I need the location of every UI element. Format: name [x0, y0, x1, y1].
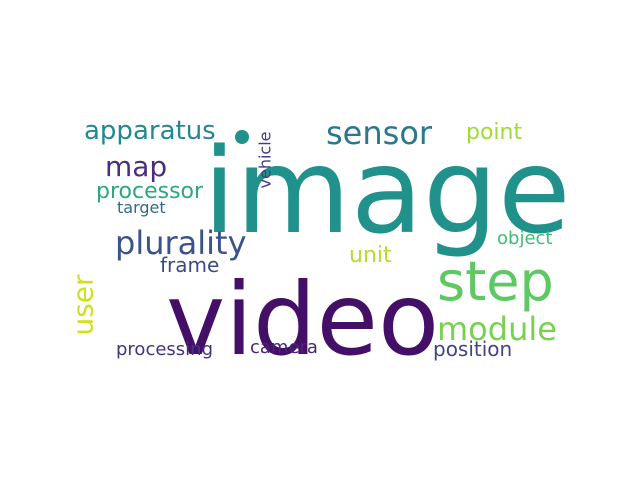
word-processing: processing: [116, 341, 213, 359]
word-sensor: sensor: [326, 117, 432, 149]
dot-mark: [235, 130, 249, 144]
word-step: step: [437, 255, 554, 309]
word-object: object: [497, 230, 552, 248]
word-position: position: [433, 339, 512, 359]
word-point: point: [466, 122, 522, 144]
word-frame: frame: [160, 255, 219, 275]
word-user: user: [70, 274, 98, 335]
word-map: map: [105, 153, 167, 181]
word-target: target: [117, 200, 166, 216]
word-unit: unit: [349, 245, 392, 267]
word-vehicle: vehicle: [257, 132, 273, 189]
word-apparatus: apparatus: [84, 118, 216, 144]
word-camera: camera: [250, 339, 318, 357]
